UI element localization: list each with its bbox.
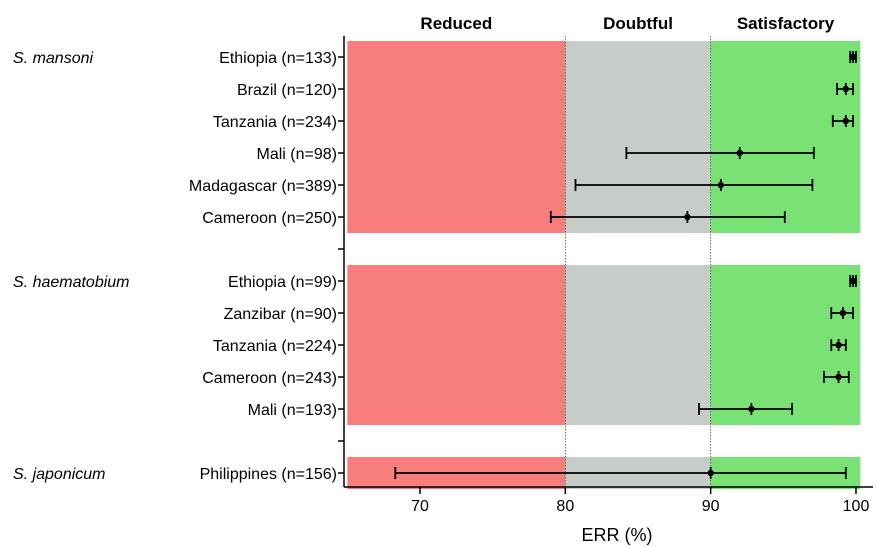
- axes: 70 80 90 100: [338, 36, 873, 515]
- x-tick-label: 100: [843, 498, 870, 515]
- row-label: Madagascar (n=389): [189, 178, 337, 195]
- row-label: Tanzania (n=224): [213, 338, 337, 355]
- band-label-doubtful: Doubtful: [603, 14, 673, 33]
- data-point: [736, 149, 743, 157]
- group-label: S. haematobium: [13, 274, 130, 291]
- data-point: [849, 53, 857, 61]
- threshold-bands: [347, 41, 861, 489]
- row-label: Mali (n=193): [248, 402, 337, 419]
- band-reduced: [347, 265, 566, 425]
- x-tick-label: 90: [702, 498, 720, 515]
- data-point: [684, 213, 691, 221]
- x-axis-title: ERR (%): [582, 525, 653, 545]
- data-point: [835, 373, 842, 381]
- group-label: S. japonicum: [13, 466, 106, 483]
- band-label-reduced: Reduced: [420, 14, 492, 33]
- group-label: S. mansoni: [13, 50, 93, 67]
- point-estimates: [684, 53, 857, 477]
- row-label: Mali (n=98): [257, 146, 337, 163]
- band-satisfactory: [710, 41, 861, 233]
- row-label: Tanzania (n=234): [213, 114, 337, 131]
- band-doubtful: [565, 41, 711, 233]
- data-point: [835, 341, 842, 349]
- row-label: Ethiopia (n=99): [228, 274, 337, 291]
- data-point: [717, 181, 725, 189]
- data-point: [849, 277, 857, 285]
- row-label: Brazil (n=120): [237, 82, 337, 99]
- row-label: Ethiopia (n=133): [219, 50, 337, 67]
- data-point: [707, 469, 714, 477]
- row-label: Cameroon (n=243): [202, 370, 337, 387]
- row-label: Philippines (n=156): [200, 466, 337, 483]
- row-label: Zanzibar (n=90): [224, 306, 337, 323]
- data-point: [842, 85, 850, 93]
- row-label: Cameroon (n=250): [202, 210, 337, 227]
- x-tick-label: 70: [411, 498, 429, 515]
- band-reduced: [347, 41, 566, 233]
- band-doubtful: [565, 265, 711, 425]
- reference-lines: [564, 36, 712, 487]
- data-point: [839, 309, 847, 317]
- data-point: [842, 117, 850, 125]
- x-tick-label: 80: [556, 498, 574, 515]
- band-label-satisfactory: Satisfactory: [737, 14, 835, 33]
- labels: Reduced Doubtful Satisfactory S. mansoni Eth…: [13, 14, 835, 483]
- data-point: [748, 405, 755, 413]
